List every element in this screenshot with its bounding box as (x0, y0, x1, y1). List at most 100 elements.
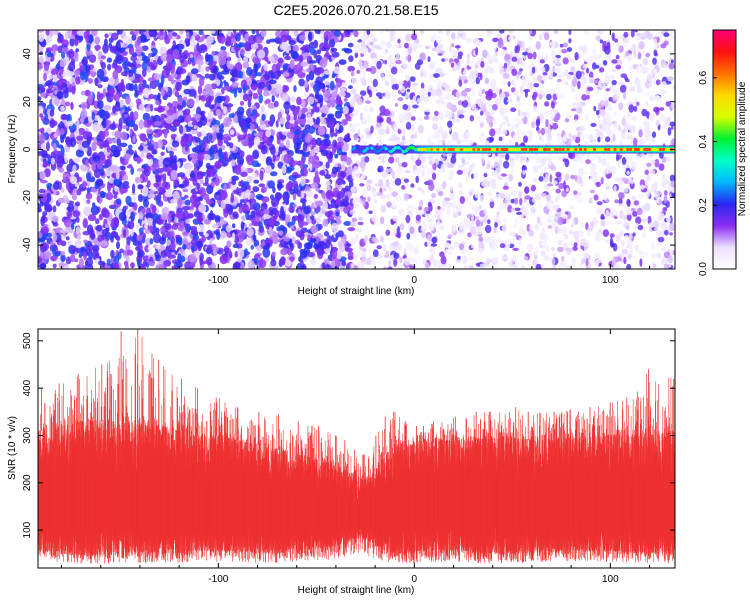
heatmap-cell (397, 97, 404, 102)
heatmap-cell (298, 130, 305, 140)
heatmap-cell (626, 199, 631, 207)
heatmap-cell (648, 95, 655, 102)
heatmap-cell (240, 221, 245, 229)
heatmap-cell (223, 85, 230, 91)
heatmap-cell (407, 46, 413, 54)
heatmap-cell (325, 81, 330, 86)
heatmap-cell (182, 206, 190, 211)
heatmap-cell (181, 79, 190, 86)
heatmap-cell (310, 259, 317, 265)
heatmap-cell (571, 257, 576, 266)
heatmap-cell (252, 172, 258, 180)
heatmap-cell (427, 91, 431, 97)
heatmap-cell (549, 110, 555, 120)
heatmap-cell (557, 227, 564, 234)
heatmap-cell (127, 220, 135, 230)
heatmap-cell (151, 148, 158, 155)
heatmap-cell (336, 177, 344, 186)
heatmap-cell (530, 206, 536, 214)
heatmap-cell (467, 37, 472, 44)
heatmap-cell (166, 223, 172, 230)
heatmap-cell (153, 129, 158, 134)
heatmap-cell (290, 225, 295, 230)
heatmap-cell (467, 232, 472, 238)
heatmap-cell (142, 112, 151, 122)
heatmap-cell (321, 262, 326, 269)
heatmap-cell (331, 91, 338, 99)
heatmap-cell (571, 108, 577, 112)
heatmap-cell (351, 171, 355, 180)
heatmap-cell (281, 96, 289, 102)
heatmap-cell (343, 98, 348, 102)
heatmap-cell (413, 131, 418, 138)
heatmap-cell (403, 254, 407, 258)
heatmap-cell (226, 52, 230, 58)
heatmap-cell (199, 115, 208, 127)
heatmap-cell (129, 30, 135, 35)
heatmap-cell (580, 222, 585, 227)
heatmap-cell (146, 128, 153, 135)
heatmap-cell (158, 155, 164, 160)
heatmap-cell (261, 113, 266, 122)
heatmap-cell (386, 74, 394, 79)
heatmap-cell (106, 258, 111, 266)
heatmap-cell (456, 169, 463, 175)
heatmap-cell (648, 173, 653, 181)
heatmap-cell (348, 55, 354, 62)
heatmap-cell (191, 203, 198, 208)
heatmap-cell (218, 128, 224, 134)
heatmap-cell (300, 198, 307, 204)
heatmap-cell (311, 238, 317, 243)
heatmap-cell (427, 167, 434, 175)
heatmap-cell (359, 112, 363, 121)
heatmap-cell (623, 31, 629, 38)
heatmap-cell (158, 263, 165, 269)
heatmap-cell (59, 58, 67, 68)
heatmap-cell (193, 167, 198, 175)
heatmap-cell (349, 112, 355, 117)
heatmap-cell (364, 100, 372, 104)
heatmap-cell (445, 30, 449, 35)
heatmap-cell (299, 214, 305, 222)
heatmap-cell (303, 247, 307, 258)
heatmap-cell (398, 208, 405, 216)
heatmap-cell (625, 50, 629, 57)
heatmap-cell (160, 53, 168, 62)
heatmap-cell (498, 98, 503, 108)
heatmap-cell (122, 119, 127, 124)
heatmap-cell (241, 181, 250, 186)
heatmap-cell (628, 233, 633, 240)
heatmap-cell (496, 175, 504, 181)
heatmap-cell (532, 177, 538, 183)
heatmap-cell (539, 66, 546, 71)
heatmap-cell (270, 129, 276, 136)
heatmap-cell (329, 127, 335, 138)
heatmap-cell (411, 123, 415, 132)
heatmap-cell (540, 250, 546, 257)
heatmap-cell (587, 86, 594, 92)
heatmap-cell (69, 137, 77, 148)
heatmap-cell (209, 238, 214, 243)
heatmap-cell (303, 206, 311, 215)
heatmap-cell (66, 163, 74, 173)
heatmap-cell (172, 32, 178, 37)
heatmap-cell (214, 215, 221, 223)
heatmap-cell (363, 104, 369, 113)
heatmap-cell (309, 161, 313, 172)
heatmap-cell (178, 220, 186, 227)
heatmap-cell (637, 193, 644, 199)
heatmap-cell (147, 145, 155, 151)
heatmap-cell (411, 169, 416, 175)
heatmap-cell (520, 264, 526, 269)
heatmap-cell (659, 99, 663, 106)
heatmap-cell (330, 97, 336, 108)
heatmap-cell (129, 128, 133, 136)
heatmap-cell (141, 186, 149, 197)
heatmap-cell (418, 206, 422, 211)
heatmap-cell (299, 54, 304, 63)
heatmap-cell (254, 35, 263, 44)
heatmap-cell (297, 209, 302, 215)
heatmap-cell (437, 30, 444, 35)
heatmap-cell (50, 157, 56, 165)
heatmap-cell (441, 182, 447, 190)
